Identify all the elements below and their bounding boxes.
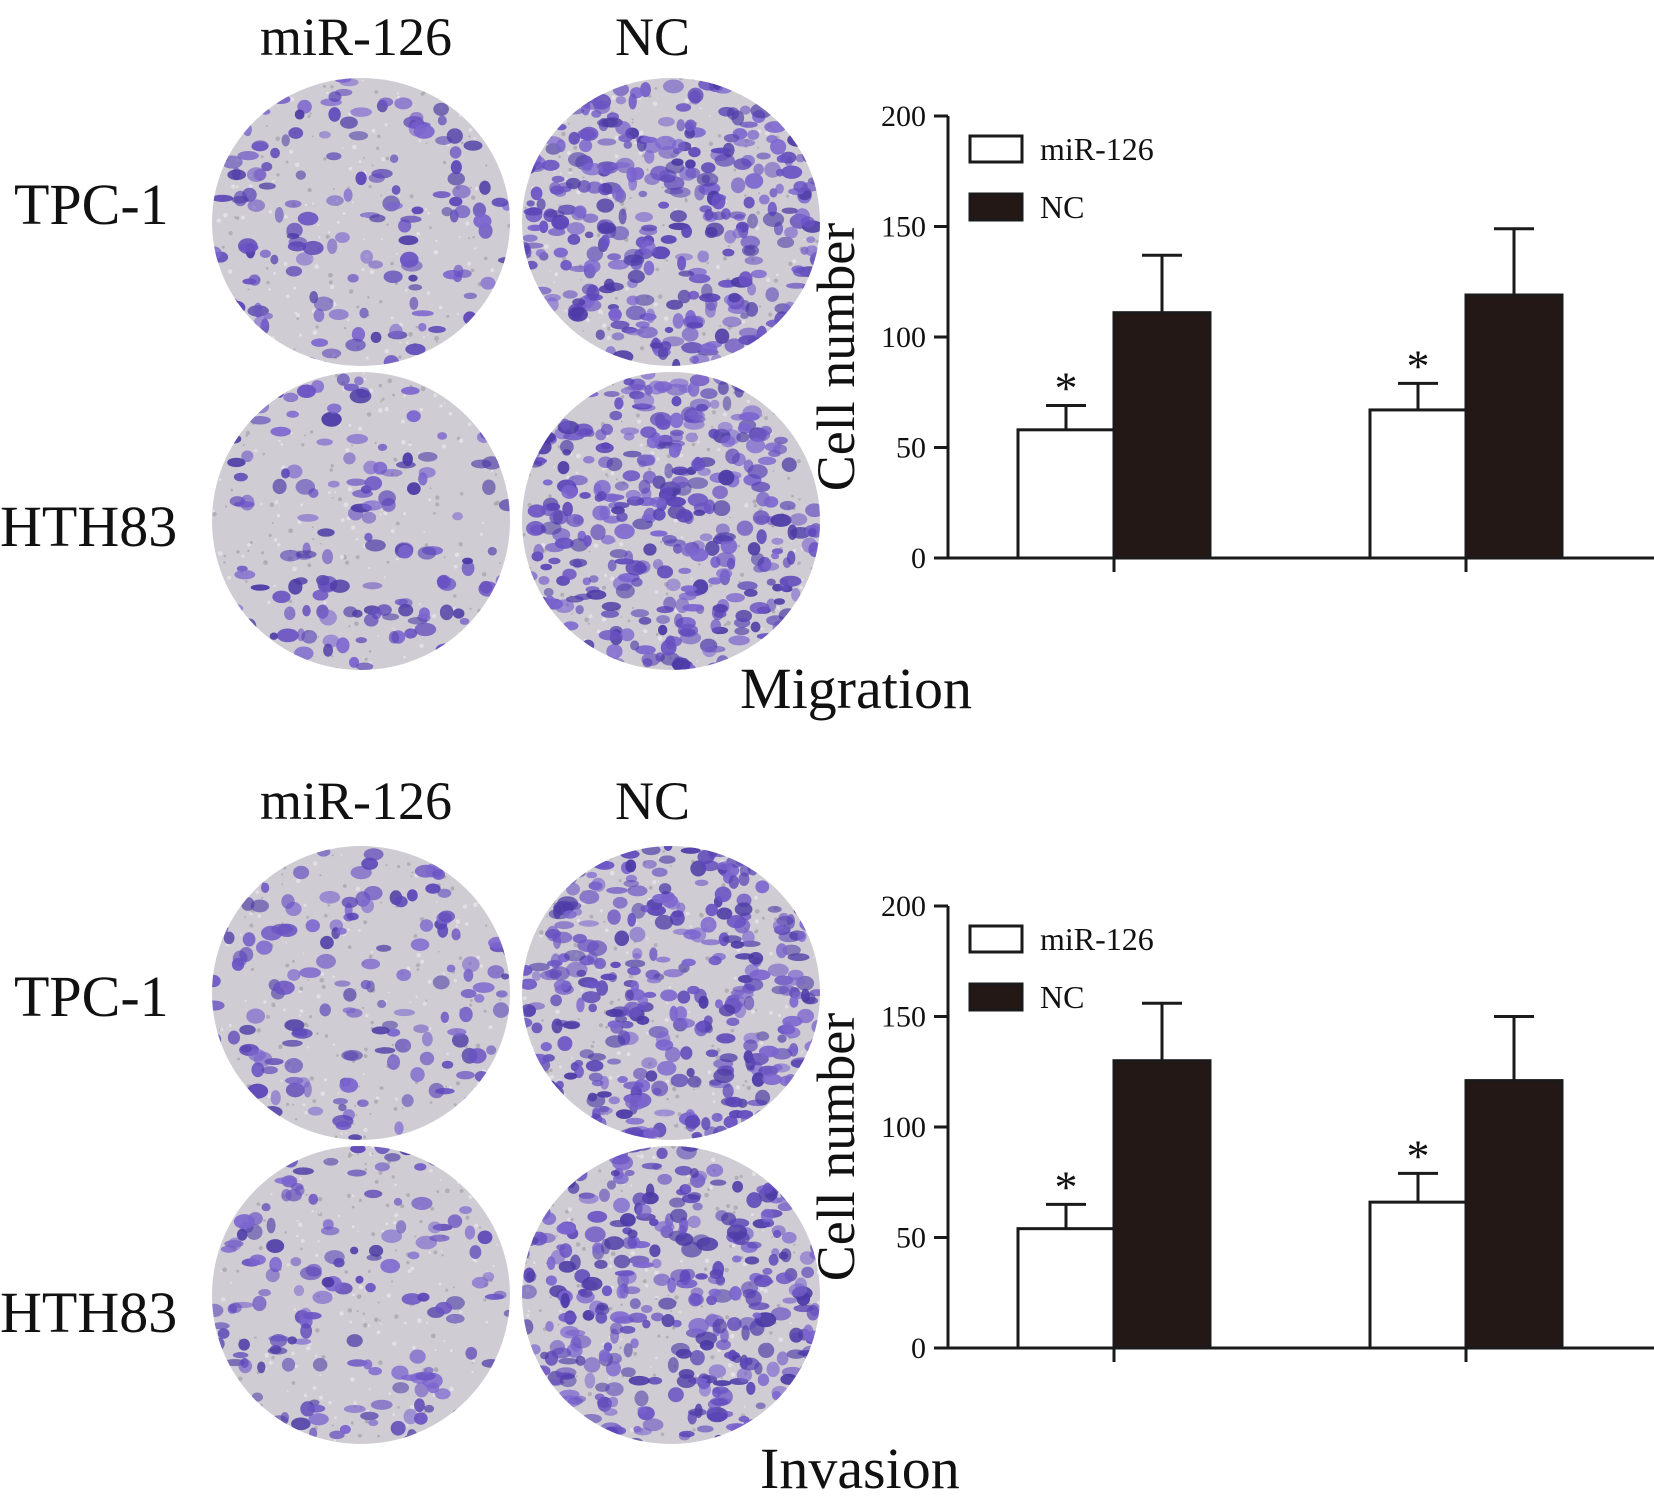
micrograph-hth83-nc	[522, 1146, 820, 1444]
micrograph-tpc1-mir126	[212, 846, 510, 1140]
panel-caption: Invasion	[760, 1436, 960, 1501]
invasion-panel: miR-126 NC TPC-1 HTH83 Invasion 0 50 100 15…	[0, 774, 1654, 1508]
row-label-tpc1: TPC-1	[14, 964, 169, 1029]
column-header-nc: NC	[615, 771, 691, 831]
micrograph-tpc1-nc	[522, 846, 820, 1140]
y-tick-label: 50	[896, 1222, 926, 1255]
legend-label: NC	[1040, 189, 1084, 225]
y-tick-label: 200	[881, 100, 926, 133]
migration-panel: miR-126 NC TPC-1 HTH83 Migration 0 50 100 1…	[0, 7, 1654, 721]
micrograph-hth83-mir126	[212, 372, 510, 670]
bar-chart-migration: 0 50 100 150 200 Cell number * * miR-126 NC	[800, 80, 1654, 625]
bar-mir126	[1016, 1227, 1116, 1350]
legend-swatch	[968, 192, 1024, 222]
significance-marker: *	[1055, 363, 1078, 414]
legend-label: miR-126	[1040, 131, 1154, 167]
significance-marker: *	[1407, 1130, 1430, 1181]
y-tick-label: 0	[911, 1332, 926, 1365]
y-tick-label: 50	[896, 432, 926, 465]
bar-mir126	[1368, 408, 1468, 560]
row-label-hth83: HTH83	[0, 494, 178, 559]
bar-nc	[1464, 1079, 1564, 1350]
legend-label: miR-126	[1040, 921, 1154, 957]
micrograph-tpc1-mir126	[212, 78, 510, 366]
legend-label: NC	[1040, 979, 1084, 1015]
legend-swatch	[968, 924, 1024, 954]
y-axis-label: Cell number	[806, 223, 866, 491]
column-header-mir126: miR-126	[260, 771, 453, 831]
bar-mir126	[1368, 1200, 1468, 1350]
significance-marker: *	[1407, 340, 1430, 391]
row-label-hth83: HTH83	[0, 1280, 178, 1345]
y-axis-label: Cell number	[806, 1013, 866, 1281]
micrograph-hth83-nc	[522, 372, 820, 670]
column-header-nc: NC	[615, 7, 691, 67]
bar-chart-svg: 0 50 100 150 200 Cell number * * miR-126 NC	[806, 100, 1654, 575]
bar-nc	[1112, 1059, 1212, 1350]
y-tick-label: 200	[881, 890, 926, 923]
micrograph-hth83-mir126	[212, 1146, 510, 1444]
bar-chart-invasion: 0 50 100 150 200 Cell number * * miR-126 NC	[800, 870, 1654, 1415]
legend-swatch	[968, 982, 1024, 1012]
micrograph-tpc1-nc	[522, 78, 820, 366]
y-tick-label: 100	[881, 1111, 926, 1144]
y-tick-label: 100	[881, 321, 926, 354]
bar-nc	[1112, 311, 1212, 560]
y-tick-label: 150	[881, 211, 926, 244]
column-header-mir126: miR-126	[260, 7, 453, 67]
row-label-tpc1: TPC-1	[14, 172, 169, 237]
bar-mir126	[1016, 428, 1116, 560]
bar-chart-svg: 0 50 100 150 200 Cell number * * miR-126 NC	[806, 890, 1654, 1365]
y-tick-label: 0	[911, 542, 926, 575]
panel-caption: Migration	[740, 656, 972, 721]
significance-marker: *	[1055, 1161, 1078, 1212]
legend-swatch	[968, 134, 1024, 164]
bar-nc	[1464, 293, 1564, 560]
y-tick-label: 150	[881, 1001, 926, 1034]
